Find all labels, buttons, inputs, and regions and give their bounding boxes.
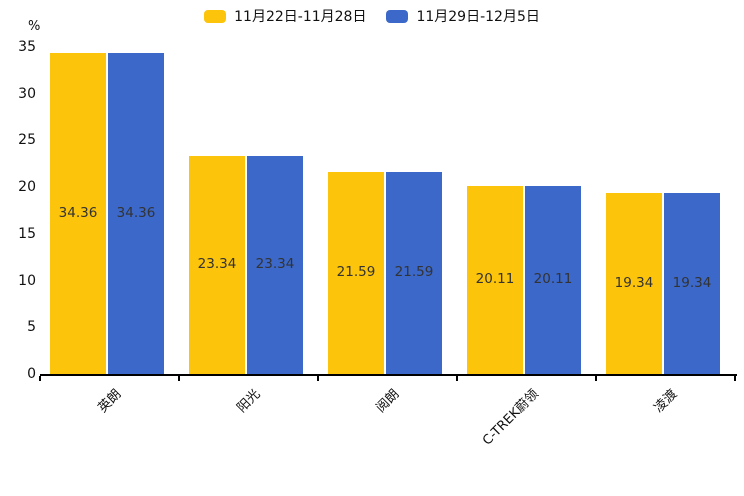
y-axis-tick-label: 15: [18, 225, 36, 242]
bar-value-label: 20.11: [533, 271, 573, 287]
legend-label-week2: 11月29日-12月5日: [416, 9, 540, 25]
bar-value-label: 21.59: [336, 264, 376, 280]
x-axis-tick: [317, 376, 319, 381]
category-label: 凌渡: [651, 386, 681, 416]
x-axis-tick: [456, 376, 458, 381]
category-label: 阳光: [234, 386, 264, 416]
legend-swatch-week1: [204, 9, 227, 23]
bar-value-label: 19.34: [614, 274, 654, 291]
bar-week1: [606, 193, 662, 374]
bar-week2: [525, 186, 581, 374]
bar-week2: [108, 53, 164, 374]
x-axis-line: [40, 374, 737, 376]
legend-item-week1: 11月22日-11月28日: [204, 6, 366, 26]
bar-week2: [247, 156, 303, 374]
bar-week2: [664, 193, 720, 374]
x-axis-tick: [178, 376, 180, 381]
y-axis-tick-label: 0: [27, 366, 36, 382]
bar-value-label: 21.59: [394, 264, 434, 280]
y-axis-tick-label: 20: [18, 179, 36, 196]
y-axis-tick-label: 35: [18, 38, 36, 55]
category-label: 阅朗: [373, 386, 403, 416]
legend-label-week1: 11月22日-11月28日: [234, 9, 367, 25]
bar-value-label: 34.36: [58, 204, 98, 221]
bar-value-label: 34.36: [116, 204, 156, 221]
bar-week1: [50, 53, 106, 374]
legend-swatch-week2: [386, 9, 409, 23]
bar-value-label: 19.34: [672, 274, 712, 291]
bar-week1: [467, 186, 523, 374]
legend: 11月22日-11月28日 11月29日-12月5日: [0, 6, 744, 26]
bar-week1: [189, 156, 245, 374]
bar-week1: [328, 172, 384, 374]
x-axis-tick: [39, 376, 41, 381]
legend-item-week2: 11月29日-12月5日: [386, 6, 540, 26]
x-axis-tick: [734, 376, 736, 381]
bar-value-label: 20.11: [475, 271, 515, 287]
x-axis-tick: [595, 376, 597, 381]
category-label: 英朗: [95, 386, 125, 416]
category-label: C-TREK蔚领: [480, 386, 542, 449]
y-axis-title: %: [28, 19, 41, 34]
y-axis-tick-label: 5: [27, 319, 36, 336]
y-axis-tick-label: 10: [18, 272, 36, 289]
bar-value-label: 23.34: [197, 256, 237, 272]
y-axis-tick-label: 25: [18, 132, 36, 149]
y-axis-tick-label: 30: [18, 85, 36, 102]
bar-week2: [386, 172, 442, 374]
bar-value-label: 23.34: [255, 256, 295, 272]
